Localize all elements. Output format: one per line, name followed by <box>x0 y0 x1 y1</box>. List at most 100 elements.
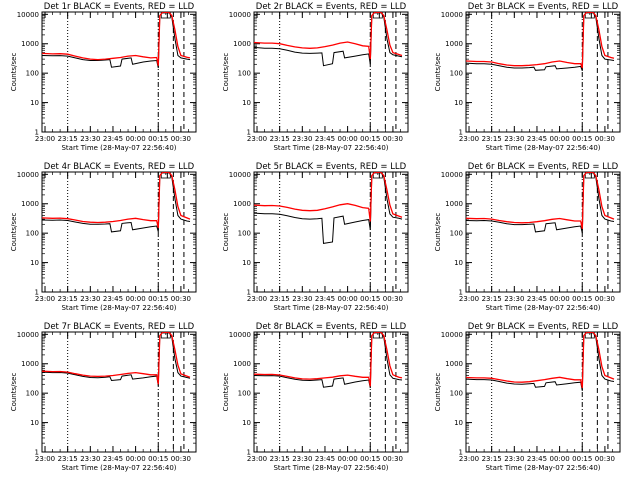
series-line-lld <box>42 332 191 385</box>
x-tick-label: 23:15 <box>482 455 502 463</box>
y-axis-label: Counts/sec <box>434 213 442 252</box>
y-tick-label: 100 <box>26 70 39 78</box>
x-tick-label: 23:30 <box>292 295 312 303</box>
x-axis-label: Start Time (28-May-07 22:56:40) <box>485 144 600 152</box>
y-tick-label: 1 <box>247 129 251 137</box>
x-tick-label: 23:00 <box>247 295 267 303</box>
series-line-events <box>42 332 191 386</box>
y-tick-label: 1000 <box>233 200 251 208</box>
x-tick-label: 23:30 <box>292 455 312 463</box>
series-line-lld <box>254 12 403 60</box>
x-tick-label: 23:30 <box>504 295 524 303</box>
series-line-events <box>42 12 191 69</box>
x-tick-label: 23:00 <box>459 455 479 463</box>
y-tick-label: 10 <box>30 419 39 427</box>
plot-frame <box>41 11 197 133</box>
y-tick-label: 1 <box>247 449 251 457</box>
y-tick-label: 100 <box>450 70 463 78</box>
y-tick-label: 1 <box>459 289 463 297</box>
x-tick-label: 23:00 <box>35 135 55 143</box>
series-line-events <box>466 12 615 71</box>
chart-title: Det 5r BLACK = Events, RED = LLD <box>256 162 407 172</box>
x-tick-label: 00:00 <box>126 455 146 463</box>
x-tick-label: 23:00 <box>35 455 55 463</box>
x-tick-label: 23:15 <box>270 135 290 143</box>
x-tick-label: 23:30 <box>504 455 524 463</box>
x-tick-label: 00:15 <box>572 295 592 303</box>
x-tick-label: 23:00 <box>247 135 267 143</box>
x-tick-label: 23:15 <box>58 135 78 143</box>
chart-panel-2: Det 2r BLACK = Events, RED = LLD 1 10 100 10… <box>222 2 409 152</box>
x-tick-label: 23:45 <box>103 135 123 143</box>
series-line-lld <box>466 172 615 230</box>
x-axis-label: Start Time (28-May-07 22:56:40) <box>273 144 388 152</box>
x-tick-label: 23:45 <box>315 295 335 303</box>
y-tick-label: 10 <box>242 419 251 427</box>
series-line-lld <box>254 172 403 222</box>
y-tick-label: 100 <box>238 230 251 238</box>
series-line-lld <box>42 12 191 66</box>
x-tick-label: 23:45 <box>315 455 335 463</box>
x-tick-label: 00:30 <box>595 295 615 303</box>
x-tick-label: 23:15 <box>58 295 78 303</box>
y-tick-label: 1000 <box>445 200 463 208</box>
y-tick-label: 10 <box>242 99 251 107</box>
chart-title: Det 1r BLACK = Events, RED = LLD <box>44 2 195 12</box>
x-tick-label: 00:00 <box>550 135 570 143</box>
chart-panel-1: Det 1r BLACK = Events, RED = LLD 1 10 100 10… <box>10 2 197 152</box>
x-axis-label: Start Time (28-May-07 22:56:40) <box>61 464 176 472</box>
y-tick-label: 10000 <box>229 171 251 179</box>
x-tick-label: 23:45 <box>527 455 547 463</box>
x-tick-label: 00:00 <box>338 455 358 463</box>
x-axis-label: Start Time (28-May-07 22:56:40) <box>273 464 388 472</box>
y-tick-label: 1000 <box>21 40 39 48</box>
chart-title: Det 7r BLACK = Events, RED = LLD <box>44 322 195 332</box>
chart-panel-9: Det 9r BLACK = Events, RED = LLD 1 10 100 10… <box>434 322 621 472</box>
y-tick-label: 10000 <box>17 11 39 19</box>
series-line-lld <box>466 332 615 389</box>
chart-panel-3: Det 3r BLACK = Events, RED = LLD 1 10 100 10… <box>434 2 621 152</box>
x-tick-label: 00:15 <box>148 295 168 303</box>
y-tick-label: 1 <box>459 129 463 137</box>
x-axis-label: Start Time (28-May-07 22:56:40) <box>273 304 388 312</box>
x-tick-label: 00:15 <box>360 455 380 463</box>
y-tick-label: 100 <box>450 390 463 398</box>
series-line-events <box>466 332 615 391</box>
y-tick-label: 10 <box>30 99 39 107</box>
y-tick-label: 100 <box>238 390 251 398</box>
plot-frame <box>41 331 197 453</box>
plot-frame <box>465 171 621 293</box>
chart-title: Det 4r BLACK = Events, RED = LLD <box>44 162 195 172</box>
y-tick-label: 10000 <box>17 171 39 179</box>
x-tick-label: 23:00 <box>459 135 479 143</box>
y-tick-label: 10000 <box>17 331 39 339</box>
x-tick-label: 00:30 <box>171 295 191 303</box>
x-tick-label: 23:00 <box>247 455 267 463</box>
chart-title: Det 3r BLACK = Events, RED = LLD <box>468 2 619 12</box>
x-tick-label: 00:15 <box>572 135 592 143</box>
y-tick-label: 10000 <box>441 11 463 19</box>
x-tick-label: 00:15 <box>148 135 168 143</box>
x-axis-label: Start Time (28-May-07 22:56:40) <box>61 304 176 312</box>
y-tick-label: 1000 <box>445 360 463 368</box>
y-tick-label: 1000 <box>445 40 463 48</box>
x-tick-label: 23:30 <box>504 135 524 143</box>
chart-panel-8: Det 8r BLACK = Events, RED = LLD 1 10 100 10… <box>222 322 409 472</box>
chart-panel-5: Det 5r BLACK = Events, RED = LLD 1 10 100 10… <box>222 162 409 312</box>
x-tick-label: 00:15 <box>360 135 380 143</box>
x-tick-label: 00:30 <box>595 135 615 143</box>
x-tick-label: 23:30 <box>80 455 100 463</box>
y-tick-label: 10000 <box>441 171 463 179</box>
series-line-events <box>254 12 403 67</box>
x-tick-label: 23:00 <box>35 295 55 303</box>
x-tick-label: 23:15 <box>482 295 502 303</box>
x-tick-label: 23:15 <box>270 295 290 303</box>
x-tick-label: 23:30 <box>292 135 312 143</box>
x-tick-label: 00:30 <box>383 135 403 143</box>
series-line-lld <box>466 12 615 69</box>
y-axis-label: Counts/sec <box>222 53 230 92</box>
y-tick-label: 10 <box>242 259 251 267</box>
x-tick-label: 23:45 <box>527 135 547 143</box>
y-tick-label: 10 <box>454 259 463 267</box>
